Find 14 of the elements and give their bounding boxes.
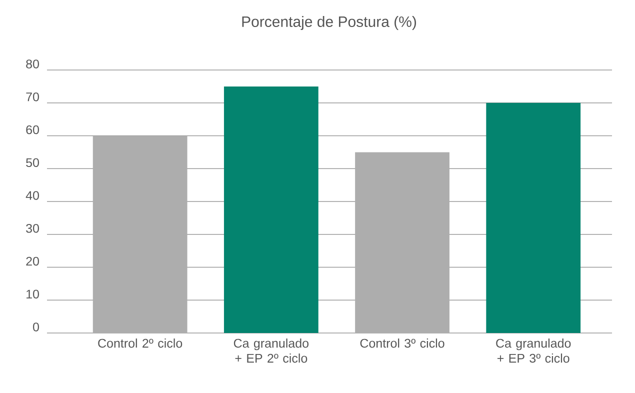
y-tick-label: 0 [33, 322, 39, 332]
y-tick-label: 30 [26, 224, 39, 233]
y-tick-label: 20 [26, 256, 39, 266]
y-tick-label: 60 [26, 125, 39, 134]
x-tick-label: Ca granulado + EP 2º ciclo [234, 338, 308, 363]
x-tick-label: Ca granulado + EP 3º ciclo [496, 338, 571, 363]
x-tick-label: Control 2º ciclo [98, 338, 182, 348]
chart-title: Porcentaje de Postura (%) [242, 16, 416, 30]
y-tick-label: 80 [26, 60, 39, 68]
x-tick-label: Control 3º ciclo [360, 338, 444, 348]
y-tick-label: 10 [26, 290, 39, 299]
y-tick-label: 50 [26, 158, 39, 168]
y-tick-label: 70 [26, 92, 39, 102]
y-tick-label: 40 [26, 191, 39, 200]
